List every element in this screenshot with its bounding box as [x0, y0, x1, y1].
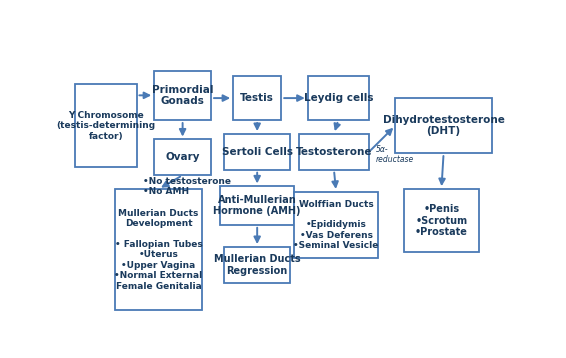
FancyBboxPatch shape [299, 134, 369, 170]
FancyBboxPatch shape [233, 76, 281, 120]
Text: Leydig cells: Leydig cells [303, 93, 373, 103]
FancyBboxPatch shape [114, 189, 203, 310]
FancyBboxPatch shape [294, 192, 378, 258]
FancyBboxPatch shape [395, 98, 492, 153]
Text: Wolffian Ducts

•Epididymis
•Vas Deferens
•Seminal Vesicle: Wolffian Ducts •Epididymis •Vas Deferens… [293, 200, 379, 250]
FancyBboxPatch shape [220, 186, 294, 225]
Text: Mullerian Ducts
Regression: Mullerian Ducts Regression [214, 254, 301, 276]
Text: 5α-
reductase: 5α- reductase [376, 145, 414, 164]
FancyBboxPatch shape [224, 247, 290, 283]
FancyBboxPatch shape [75, 84, 136, 167]
Text: Mullerian Ducts
Development

• Fallopian Tubes
•Uterus
•Upper Vagina
•Normal Ext: Mullerian Ducts Development • Fallopian … [114, 209, 203, 291]
FancyBboxPatch shape [404, 189, 479, 252]
Text: Dihydrotestosterone
(DHT): Dihydrotestosterone (DHT) [383, 115, 504, 136]
Text: Ovary: Ovary [165, 153, 200, 163]
Text: Testosterone: Testosterone [295, 147, 372, 157]
FancyBboxPatch shape [154, 71, 211, 120]
FancyBboxPatch shape [154, 139, 211, 175]
Text: •No testosterone
•No AMH: •No testosterone •No AMH [143, 176, 231, 196]
Text: Sertoli Cells: Sertoli Cells [222, 147, 293, 157]
Text: •Penis
•Scrotum
•Prostate: •Penis •Scrotum •Prostate [415, 204, 468, 237]
Text: Testis: Testis [240, 93, 274, 103]
Text: Y Chromosome
(testis-determining
factor): Y Chromosome (testis-determining factor) [56, 111, 156, 141]
Text: Primordial
Gonads: Primordial Gonads [152, 84, 213, 106]
FancyBboxPatch shape [224, 134, 290, 170]
Text: Anti-Mullerian
Hormone (AMH): Anti-Mullerian Hormone (AMH) [213, 195, 301, 216]
FancyBboxPatch shape [308, 76, 369, 120]
